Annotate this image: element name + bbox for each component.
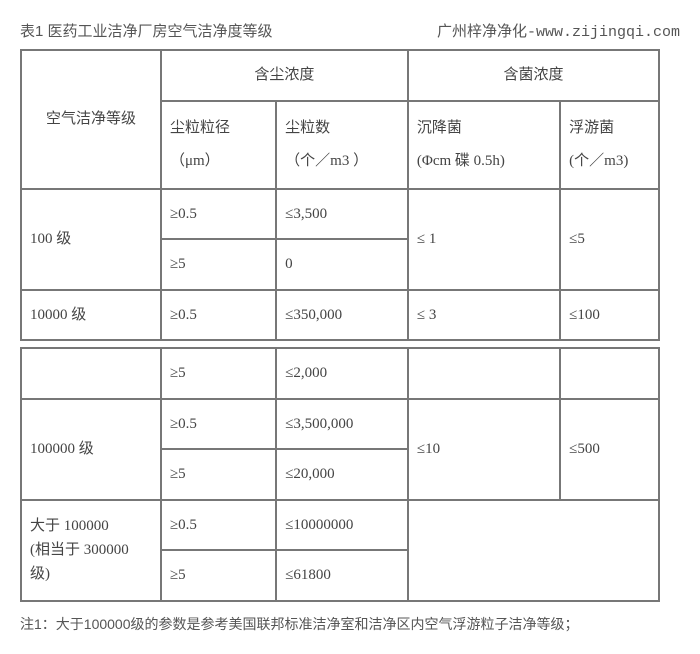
cell-settle: ≤ 3: [408, 290, 560, 341]
col-settle: 沉降菌 (Φcm 碟 0.5h): [408, 101, 560, 189]
label: 浮游菌: [569, 120, 614, 136]
cell-settle: [408, 348, 560, 399]
cell-airborne: ≤500: [560, 399, 659, 500]
cell-count: ≤3,500: [276, 189, 408, 240]
col-air-class: 空气洁净等级: [21, 50, 161, 189]
label: 尘粒数: [285, 120, 330, 136]
cell-size: ≥5: [161, 550, 276, 601]
cell-size: ≥0.5: [161, 500, 276, 551]
cell-class: 大于 100000 (相当于 300000 级): [21, 500, 161, 601]
cell-class: 10000 级: [21, 290, 161, 341]
table-header-row-1: 空气洁净等级 含尘浓度 含菌浓度: [21, 50, 659, 101]
footnote-text: 注1：大于100000级的参数是参考美国联邦标准洁净室和洁净区内空气浮游粒子洁净…: [20, 614, 680, 634]
cell-count: ≤3,500,000: [276, 399, 408, 450]
cell-empty: [408, 500, 659, 601]
table-caption: 表1 医药工业洁净厂房空气洁净度等级: [20, 20, 273, 41]
cell-size: ≥0.5: [161, 189, 276, 240]
cleanliness-table-upper: 空气洁净等级 含尘浓度 含菌浓度 尘粒粒径 （μm） 尘粒数 （个／m3 ） 沉…: [20, 49, 660, 341]
cell-size: ≥5: [161, 449, 276, 500]
col-dust-conc: 含尘浓度: [161, 50, 408, 101]
cell-size: ≥0.5: [161, 290, 276, 341]
table-row: 10000 级 ≥0.5 ≤350,000 ≤ 3 ≤100: [21, 290, 659, 341]
cell-count: ≤350,000: [276, 290, 408, 341]
class-line-1: 大于 100000: [30, 518, 109, 534]
label: 尘粒粒径: [170, 120, 230, 136]
cell-airborne: [560, 348, 659, 399]
cell-count: ≤2,000: [276, 348, 408, 399]
cell-class: 100000 级: [21, 399, 161, 500]
header-row: 表1 医药工业洁净厂房空气洁净度等级 广州梓净净化-www.zijingqi.c…: [20, 20, 680, 41]
table-row: 100000 级 ≥0.5 ≤3,500,000 ≤10 ≤500: [21, 399, 659, 450]
table-row: 大于 100000 (相当于 300000 级) ≥0.5 ≤10000000: [21, 500, 659, 551]
watermark-text: 广州梓净净化-www.zijingqi.com: [437, 20, 680, 41]
col-airborne: 浮游菌 (个／m3): [560, 101, 659, 189]
cell-settle: ≤10: [408, 399, 560, 500]
cell-count: ≤20,000: [276, 449, 408, 500]
col-dust-count: 尘粒数 （个／m3 ）: [276, 101, 408, 189]
col-bact-conc: 含菌浓度: [408, 50, 659, 101]
cell-size: ≥0.5: [161, 399, 276, 450]
cell-class: [21, 348, 161, 399]
unit: (个／m3): [569, 153, 628, 169]
cell-count: 0: [276, 239, 408, 290]
unit: （μm）: [170, 153, 220, 169]
cell-count: ≤10000000: [276, 500, 408, 551]
cell-count: ≤61800: [276, 550, 408, 601]
cell-class: 100 级: [21, 189, 161, 290]
col-dust-size: 尘粒粒径 （μm）: [161, 101, 276, 189]
cell-airborne: ≤5: [560, 189, 659, 290]
unit: （个／m3 ）: [285, 153, 368, 169]
class-line-2: (相当于 300000: [30, 542, 129, 558]
table-row: ≥5 ≤2,000: [21, 348, 659, 399]
cell-size: ≥5: [161, 239, 276, 290]
unit: (Φcm 碟 0.5h): [417, 153, 505, 169]
class-line-3: 级): [30, 566, 50, 582]
table-row: 100 级 ≥0.5 ≤3,500 ≤ 1 ≤5: [21, 189, 659, 240]
label: 沉降菌: [417, 120, 462, 136]
cell-size: ≥5: [161, 348, 276, 399]
cleanliness-table-lower: ≥5 ≤2,000 100000 级 ≥0.5 ≤3,500,000 ≤10 ≤…: [20, 347, 660, 602]
cell-settle: ≤ 1: [408, 189, 560, 290]
cell-airborne: ≤100: [560, 290, 659, 341]
